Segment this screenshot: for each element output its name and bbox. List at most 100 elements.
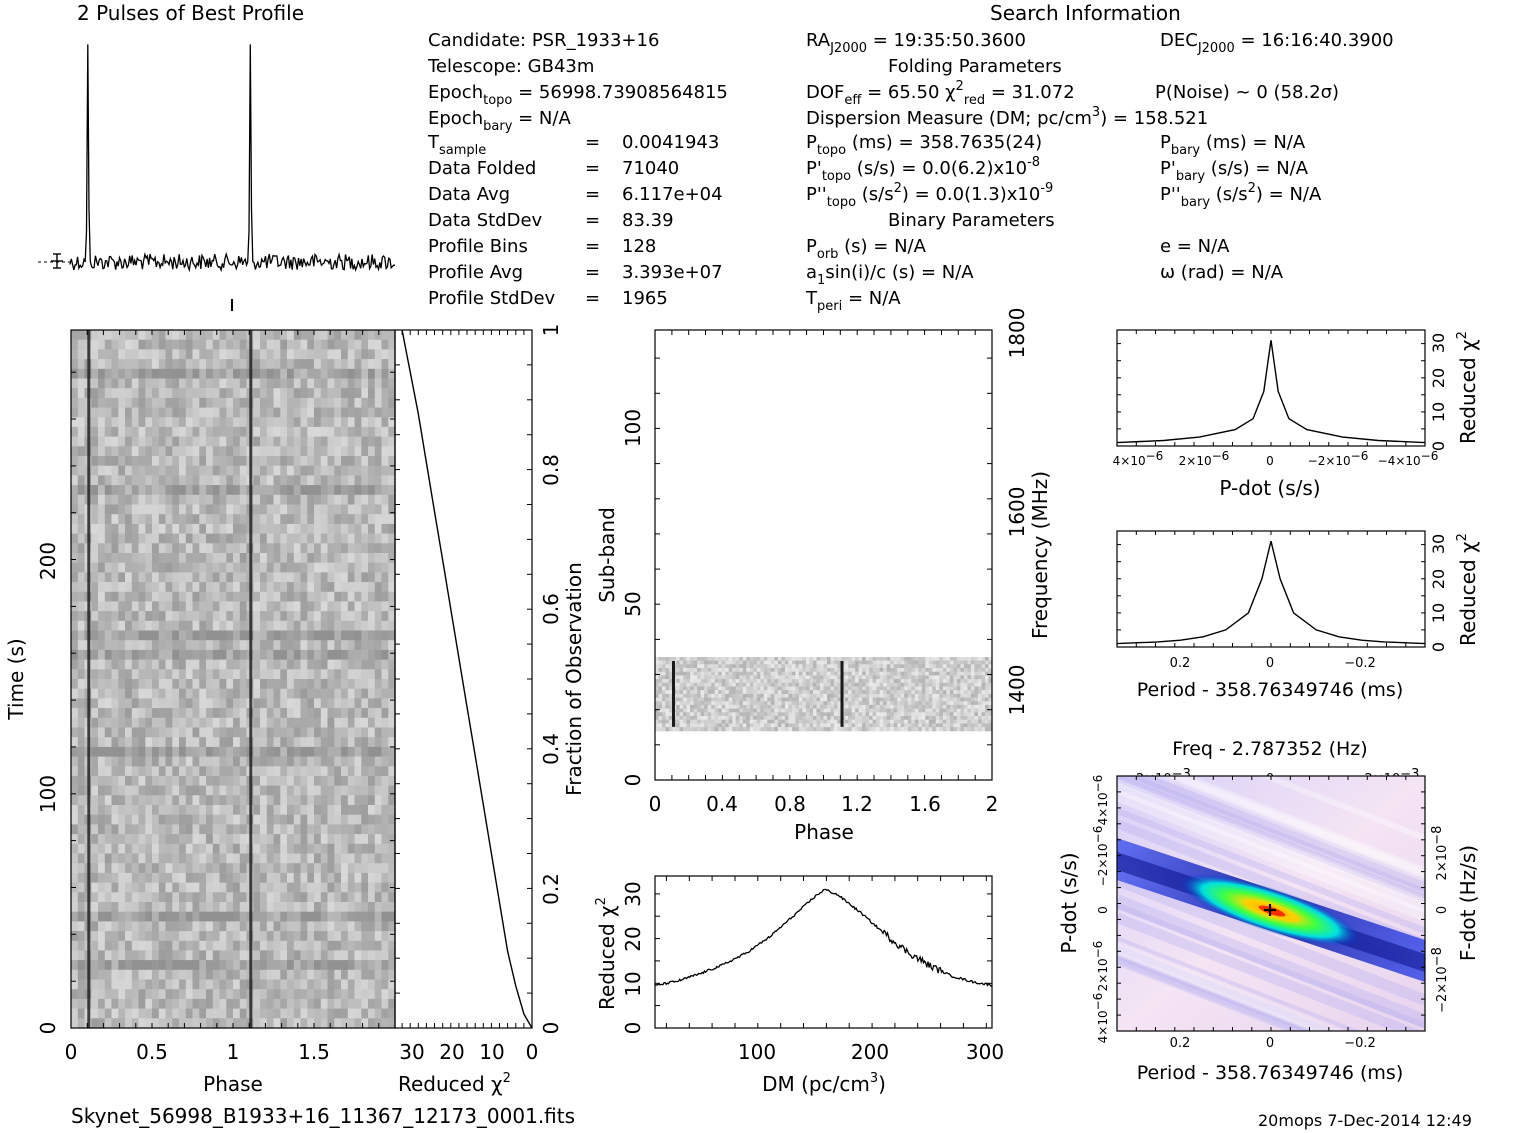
time-phase-cell xyxy=(388,960,396,971)
time-phase-cell xyxy=(347,417,356,428)
time-phase-cell xyxy=(152,931,160,942)
subband-cell xyxy=(777,660,782,665)
subband-cell xyxy=(876,668,881,673)
time-phase-cell xyxy=(206,921,214,932)
time-phase-cell xyxy=(253,727,261,738)
subband-cell xyxy=(851,664,856,669)
subband-cell xyxy=(697,671,702,676)
time-phase-cell xyxy=(260,775,268,787)
time-phase-cell xyxy=(91,339,99,350)
time-phase-cell xyxy=(334,669,342,680)
time-phase-cell xyxy=(185,679,194,690)
time-phase-cell xyxy=(145,591,153,603)
time-phase-cell xyxy=(206,446,214,457)
time-phase-cell xyxy=(192,882,200,893)
subband-cell xyxy=(978,701,982,706)
time-phase-cell xyxy=(253,708,261,719)
time-phase-cell xyxy=(307,553,315,564)
time-phase-cell xyxy=(152,727,160,738)
time-phase-cell xyxy=(280,339,288,350)
time-phase-cell xyxy=(327,921,335,932)
time-phase-cell xyxy=(118,872,126,884)
subband-cell xyxy=(942,671,947,676)
time-phase-cell xyxy=(361,727,369,738)
time-phase-cell xyxy=(158,814,167,825)
time-phase-cell xyxy=(280,485,288,496)
time-phase-cell xyxy=(71,679,79,690)
time-phase-cell xyxy=(314,611,322,622)
subband-cell xyxy=(686,671,691,676)
subband-cell xyxy=(883,701,888,706)
subband-cell xyxy=(823,682,828,687)
time-phase-cell xyxy=(300,795,308,806)
time-phase-cell xyxy=(91,630,99,641)
time-phase-cell xyxy=(253,543,261,554)
time-phase-cell xyxy=(98,640,106,651)
time-phase-cell xyxy=(165,514,173,525)
time-phase-cell xyxy=(334,775,342,787)
time-phase-cell xyxy=(233,523,241,535)
time-phase-cell xyxy=(179,601,187,612)
subband-cell xyxy=(665,679,670,684)
subband-cell xyxy=(711,660,716,665)
time-phase-cell xyxy=(172,766,180,777)
time-phase-cell xyxy=(192,892,200,903)
time-phase-cell xyxy=(361,591,369,603)
time-phase-cell xyxy=(354,426,362,438)
subband-cell xyxy=(770,668,775,673)
subband-cell xyxy=(746,686,751,691)
subband-cell xyxy=(665,697,670,702)
subband-cell xyxy=(665,668,670,673)
subband-cell xyxy=(939,664,944,669)
subband-cell xyxy=(662,660,666,665)
time-phase-cell xyxy=(388,940,396,952)
subband-cell xyxy=(921,682,926,687)
subband-cell xyxy=(725,697,730,702)
subband-cell xyxy=(921,657,926,662)
time-phase-cell xyxy=(185,940,194,952)
time-phase-cell xyxy=(320,465,329,476)
tick-time-0: 0 xyxy=(36,1022,60,1035)
subband-cell xyxy=(981,690,986,695)
time-phase-cell xyxy=(138,717,146,729)
time-phase-cell xyxy=(307,388,315,399)
time-phase-cell xyxy=(91,582,99,593)
time-phase-cell xyxy=(118,989,126,1000)
subband-cell xyxy=(679,660,684,665)
time-phase-cell xyxy=(287,582,295,593)
time-phase-cell xyxy=(361,407,369,418)
time-phase-cell xyxy=(320,960,329,971)
time-phase-cell xyxy=(226,349,234,360)
time-phase-cell xyxy=(273,931,281,942)
time-phase-cell xyxy=(253,611,261,622)
time-phase-cell xyxy=(293,494,302,506)
time-phase-cell xyxy=(138,679,146,690)
time-phase-cell xyxy=(368,1018,376,1029)
subband-cell xyxy=(978,657,982,662)
time-phase-cell xyxy=(233,553,241,564)
time-phase-cell xyxy=(354,911,362,922)
time-phase-cell xyxy=(98,417,106,428)
subband-cell xyxy=(658,679,663,684)
time-phase-cell xyxy=(381,708,389,719)
time-phase-cell xyxy=(125,737,133,748)
time-phase-cell xyxy=(77,863,86,874)
time-phase-cell xyxy=(145,417,153,428)
subband-cell xyxy=(777,682,782,687)
time-phase-cell xyxy=(131,485,140,496)
time-phase-cell xyxy=(354,814,362,825)
time-phase-cell xyxy=(347,456,356,467)
time-phase-cell xyxy=(334,523,342,535)
time-phase-cell xyxy=(253,892,261,903)
time-phase-cell xyxy=(280,902,288,913)
subband-cell xyxy=(767,675,772,680)
time-phase-cell xyxy=(145,679,153,690)
time-phase-cell xyxy=(300,582,308,593)
time-phase-cell xyxy=(179,1018,187,1029)
time-phase-cell xyxy=(158,485,167,496)
time-phase-cell xyxy=(314,950,322,961)
time-phase-cell xyxy=(226,727,234,738)
subband-cell xyxy=(662,679,666,684)
subband-cell xyxy=(890,671,895,676)
time-phase-cell xyxy=(388,330,396,341)
